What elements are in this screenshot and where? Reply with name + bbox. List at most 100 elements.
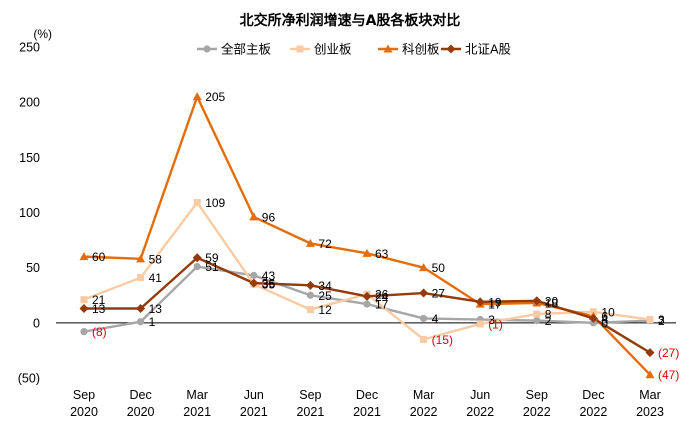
chart-title: 北交所净利润增速与A股各板块对比 (240, 12, 461, 29)
series-line (83, 95, 651, 376)
data-point (136, 303, 146, 313)
data-point (250, 271, 258, 279)
data-label: 24 (375, 290, 389, 304)
data-point (305, 280, 315, 290)
data-label: 13 (149, 302, 163, 316)
data-point (646, 316, 654, 324)
y-tick-label: (50) (18, 372, 40, 386)
x-tick-label: Mar 2021 (183, 388, 211, 419)
data-label: 2 (658, 314, 665, 328)
legend: 全部主板 创业板 科创板 北证A股 (197, 42, 512, 57)
data-label: 4 (601, 312, 608, 326)
data-point (137, 274, 145, 282)
x-tick-label: Jun 2021 (240, 388, 268, 419)
x-tick-label: Mar 2022 (410, 388, 438, 419)
y-tick-label: 150 (19, 151, 40, 165)
data-label: 27 (432, 287, 446, 301)
x-tick-label: Dec 2021 (353, 388, 381, 419)
data-label: 1 (149, 315, 156, 329)
data-point (80, 296, 88, 304)
data-point (383, 44, 393, 53)
data-label: 72 (318, 237, 332, 251)
data-point (475, 297, 485, 307)
data-label: 41 (149, 271, 163, 285)
data-label: 34 (318, 279, 332, 293)
data-label: 35 (262, 278, 276, 292)
data-point (420, 314, 428, 323)
x-tick-label: Dec 2022 (579, 388, 607, 419)
data-point (79, 303, 89, 313)
data-label: (47) (658, 368, 679, 382)
data-label: 25 (318, 289, 332, 303)
data-label: 26 (375, 288, 389, 302)
data-point (249, 278, 259, 288)
y-tick-label: 250 (19, 41, 40, 55)
data-point (446, 44, 456, 54)
data-label: 43 (262, 269, 276, 283)
data-label: 58 (149, 252, 163, 266)
series-markers (79, 92, 655, 379)
data-point (136, 254, 146, 263)
y-axis-unit: (%) (33, 27, 52, 41)
data-point (305, 238, 315, 247)
data-label: 17 (488, 298, 502, 312)
data-point (193, 199, 201, 207)
data-point (362, 291, 372, 301)
y-tick-label: 100 (19, 206, 40, 220)
legend-label: 科创板 (402, 42, 440, 57)
data-point (306, 306, 314, 314)
data-label: 0 (601, 316, 608, 330)
data-label: 59 (205, 251, 219, 265)
data-label: 18 (545, 296, 559, 310)
x-tick-label: Jun 2022 (466, 388, 494, 419)
data-point (79, 252, 89, 261)
data-point (193, 262, 201, 271)
y-tick-label: 0 (33, 316, 40, 330)
data-point (532, 296, 542, 306)
data-label: 20 (545, 294, 559, 308)
series-lines (83, 95, 651, 376)
x-tick-label: Sep 2021 (296, 388, 324, 419)
data-label: 36 (262, 277, 276, 291)
data-label: 10 (601, 305, 615, 319)
data-point (419, 263, 429, 272)
data-label: 3 (488, 313, 495, 327)
legend-label: 创业板 (314, 42, 352, 57)
data-label: (15) (432, 333, 453, 347)
data-label: 4 (432, 312, 439, 326)
x-tick-label: Mar 2023 (636, 388, 664, 419)
data-label: 8 (545, 308, 552, 322)
y-tick-label: 50 (26, 261, 40, 275)
data-point (306, 291, 314, 299)
data-point (645, 348, 655, 358)
data-point (420, 335, 428, 343)
legend-label: 北证A股 (465, 42, 512, 57)
data-label: 51 (205, 260, 219, 274)
data-label: 6 (601, 310, 608, 324)
data-point (192, 92, 202, 101)
data-label: 12 (318, 303, 332, 317)
data-label: 21 (92, 293, 106, 307)
data-label: 109 (205, 196, 225, 210)
data-point (362, 248, 372, 257)
data-point (588, 313, 598, 323)
data-label: 50 (432, 261, 446, 275)
y-tick-label: 200 (19, 96, 40, 110)
data-point (476, 320, 484, 328)
data-point (419, 288, 429, 298)
data-point (137, 318, 145, 326)
data-point (203, 45, 211, 53)
x-tick-label: Dec 2020 (127, 388, 155, 419)
data-label: 96 (262, 210, 276, 224)
data-label: 60 (92, 250, 106, 264)
data-label: 17 (375, 298, 389, 312)
data-point (533, 317, 541, 325)
data-point (192, 253, 202, 263)
data-point (533, 310, 541, 318)
data-label: 13 (92, 302, 106, 316)
data-point (80, 328, 88, 336)
